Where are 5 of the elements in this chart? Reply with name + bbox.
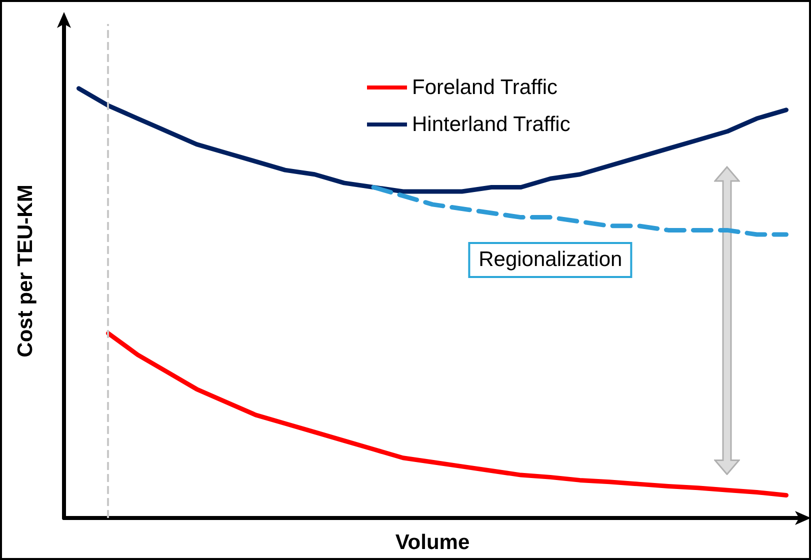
legend-label: Hinterland Traffic	[412, 113, 570, 136]
y-axis-title: Cost per TEU-KM	[14, 184, 37, 358]
annotation: Regionalization	[468, 242, 632, 278]
legend-label: Foreland Traffic	[412, 76, 558, 99]
x-axis-title: Volume	[395, 531, 470, 554]
